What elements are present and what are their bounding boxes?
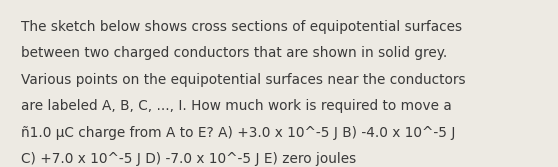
Text: are labeled A, B, C, ..., I. How much work is required to move a: are labeled A, B, C, ..., I. How much wo… — [21, 99, 452, 113]
Text: C) +7.0 x 10^-5 J D) -7.0 x 10^-5 J E) zero joules: C) +7.0 x 10^-5 J D) -7.0 x 10^-5 J E) z… — [21, 152, 357, 166]
Text: Various points on the equipotential surfaces near the conductors: Various points on the equipotential surf… — [21, 73, 466, 87]
Text: between two charged conductors that are shown in solid grey.: between two charged conductors that are … — [21, 46, 448, 60]
Text: ñ1.0 μC charge from A to E? A) +3.0 x 10^-5 J B) -4.0 x 10^-5 J: ñ1.0 μC charge from A to E? A) +3.0 x 10… — [21, 126, 455, 140]
Text: The sketch below shows cross sections of equipotential surfaces: The sketch below shows cross sections of… — [21, 20, 463, 34]
